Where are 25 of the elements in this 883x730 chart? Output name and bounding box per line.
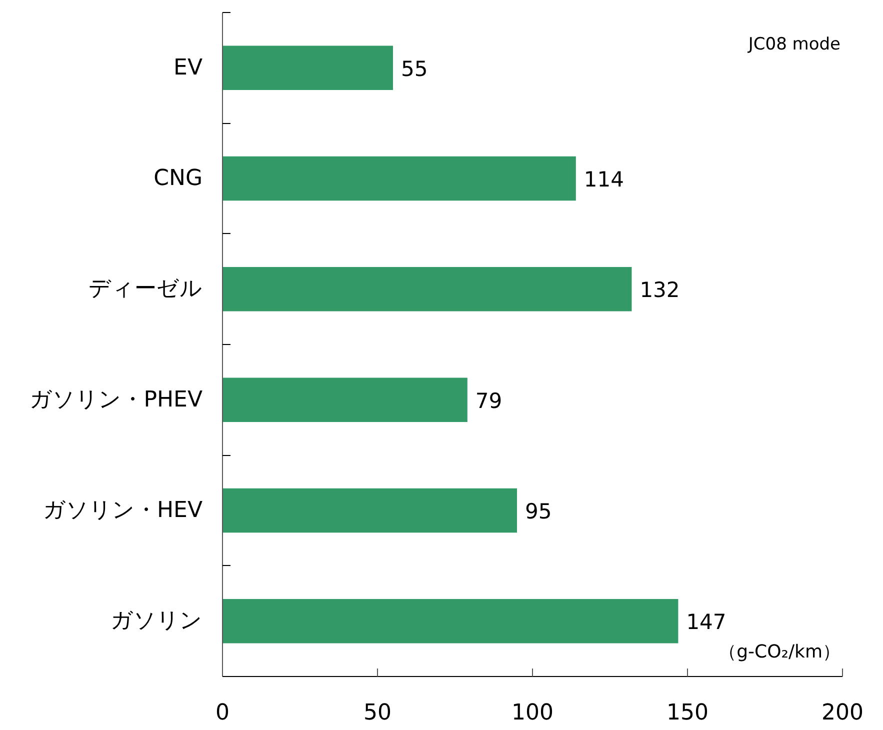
x-tick-label: 0: [216, 700, 230, 726]
bar: [222, 156, 576, 201]
data-label: 147: [686, 610, 726, 634]
data-label: 95: [525, 500, 552, 524]
x-tick-label: 150: [666, 700, 709, 726]
y-tick-label: CNG: [154, 166, 203, 191]
data-label: 79: [475, 388, 502, 413]
data-label: 132: [640, 278, 680, 302]
y-tick-label: EV: [174, 55, 203, 80]
bar: [222, 599, 678, 644]
y-tick-label: ディーゼル: [88, 276, 202, 302]
bar: [222, 267, 632, 312]
annotation: JC08 mode: [747, 34, 841, 54]
y-tick-label: ガソリン・PHEV: [30, 387, 203, 412]
y-tick-label: ガソリン・HEV: [43, 498, 203, 523]
x-tick-label: 100: [512, 700, 554, 726]
y-tick-label: ガソリン: [110, 608, 202, 634]
x-axis-title: （g-CO₂/km）: [718, 642, 841, 662]
data-label: 114: [584, 168, 624, 192]
data-label: 55: [401, 56, 428, 81]
x-tick-label: 50: [364, 700, 392, 726]
bar: [222, 378, 468, 422]
x-tick-label: 200: [822, 700, 864, 726]
bar: [222, 488, 517, 533]
bar: [222, 46, 393, 90]
